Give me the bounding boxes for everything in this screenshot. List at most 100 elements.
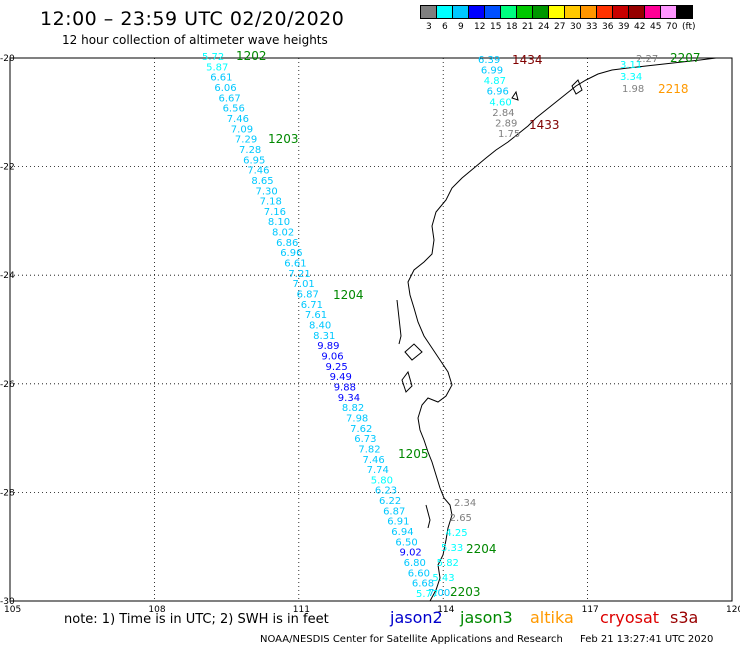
swh-value: 7.61 [305,310,327,321]
swh-value: 1.75 [498,129,520,140]
swh-value: 7.29 [235,135,257,146]
lat-tick-label: -20 [0,54,15,64]
swh-value: 7.01 [293,279,315,290]
pass-time-label: 1203 [268,132,299,146]
swh-value: 9.02 [400,548,422,559]
legend-label: 18 [506,22,518,32]
legend-swatch [676,5,693,19]
swh-value: 8.82 [342,403,364,414]
swh-value: 7.21 [288,269,310,280]
footer-note: note: 1) Time is in UTC; 2) SWH is in fe… [64,612,329,627]
swh-value: 7.09 [231,124,253,135]
swh-value: 8.02 [272,228,294,239]
swh-value: 7.16 [264,207,286,218]
swh-value: 7.46 [363,455,385,466]
swh-value: 6.50 [395,537,417,548]
credit-line: NOAA/NESDIS Center for Satellite Applica… [260,634,563,645]
lat-tick-label: -28 [0,488,15,498]
swh-value: 6.91 [387,517,409,528]
color-legend: 3 6 9 12 15 18 21 24 27 30 33 36 39 42 45 70 (ft) [420,5,696,36]
pass-time-label: 2218 [658,82,689,96]
swh-value: 6.86 [276,238,298,249]
island-outline [425,504,431,529]
lat-tick-label: -26 [0,380,15,390]
coastline [396,57,732,602]
legend-label: 36 [602,22,614,32]
pass-time-label: 1204 [333,288,364,302]
swh-value: 5.82 [437,558,459,569]
swh-value: 2.89 [495,118,517,129]
altimeter-tracks: 5.725.876.616.066.676.567.467.097.297.28… [202,49,701,600]
swh-value: 2.84 [492,108,514,119]
timestamp: Feb 21 13:27:41 UTC 2020 [580,634,714,645]
pass-time-label: 2204 [466,542,497,556]
island-outline [401,370,413,393]
swh-value: 9.34 [338,393,360,404]
swh-value: 2.65 [450,513,472,524]
swh-value: 1.98 [622,84,644,95]
swh-value: 7.00 [428,588,450,599]
swh-value: 7.18 [260,197,282,208]
lon-tick-label: 108 [148,605,165,615]
satellite-label: altika [530,608,574,627]
pass-time-label: 1433 [529,118,560,132]
coastline-path [407,57,732,602]
legend-label: 21 [522,22,534,32]
legend-label: 27 [554,22,566,32]
legend-label: 15 [490,22,502,32]
swh-value: 6.22 [379,496,401,507]
swh-value: 7.98 [346,413,368,424]
swh-value: 7.28 [239,145,261,156]
legend-label: 3 [426,22,432,32]
lat-tick-label: -22 [0,163,15,173]
swh-value: 4.25 [445,528,467,539]
swh-value: 6.56 [223,104,245,115]
swh-value: 6.23 [375,486,397,497]
map-frame [9,57,733,602]
lon-tick-label: 120 [726,605,740,615]
swh-value: 5.87 [206,62,228,73]
swh-value: 9.49 [330,372,352,383]
swh-value: 8.65 [251,176,273,187]
legend-label: (ft) [682,22,696,32]
satellite-label: cryosat [600,608,660,627]
swh-value: 5.72 [202,52,224,63]
swh-value: 6.60 [408,568,430,579]
swh-value: 7.62 [350,424,372,435]
island-outline [396,299,402,345]
swh-value: 2.27 [636,54,658,65]
swh-value: 3.34 [620,72,642,83]
legend-label: 39 [618,22,630,32]
swh-value: 6.87 [297,290,319,301]
swh-value: 9.06 [321,351,343,362]
swh-value: 5.77 [416,589,438,600]
swh-value: 6.39 [478,55,500,66]
legend-label: 9 [458,22,464,32]
swh-value: 6.96 [487,87,509,98]
swh-value: 6.61 [284,259,306,270]
swh-value: 8.10 [268,217,290,228]
swh-value: 7.46 [227,114,249,125]
legend-label: 45 [650,22,662,32]
swh-value: 6.61 [210,73,232,84]
swh-value: 7.46 [247,166,269,177]
island-outline [511,90,519,101]
pass-time-label: 1434 [512,53,543,67]
legend-label: 12 [474,22,486,32]
legend-label: 42 [634,22,646,32]
island-outline [571,79,583,95]
swh-value: 9.25 [325,362,347,373]
chart-title: 12:00 – 23:59 UTC 02/20/2020 [40,8,345,30]
chart-subtitle: 12 hour collection of altimeter wave hei… [62,33,328,47]
legend-label: 24 [538,22,550,32]
lon-tick-label: 111 [293,605,310,615]
lat-tick-label: -24 [0,271,15,281]
legend-label: 70 [666,22,678,32]
lon-tick-label: 105 [4,605,21,615]
legend-label: 30 [570,22,582,32]
swh-value: 7.30 [256,186,278,197]
satellite-label: jason3 [460,608,513,627]
pass-time-label: 1202 [236,49,267,63]
map-grid [10,58,732,601]
